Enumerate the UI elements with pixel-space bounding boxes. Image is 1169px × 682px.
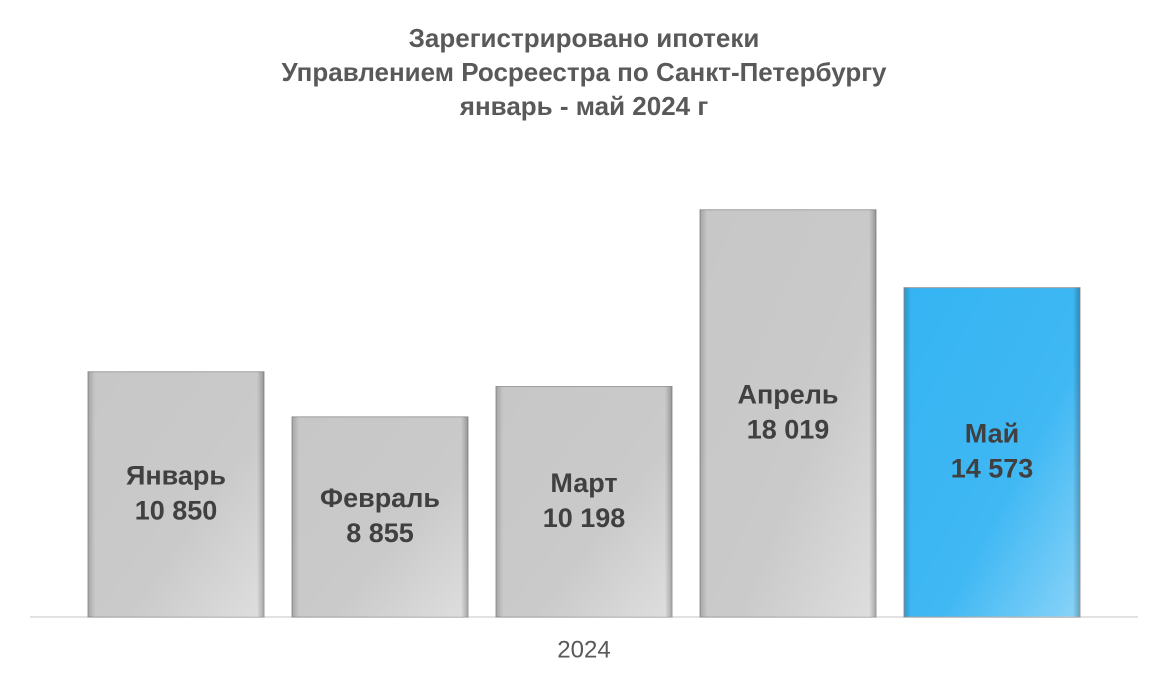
bar-edge xyxy=(292,416,468,617)
chart-title: Зарегистрировано ипотеки xyxy=(409,23,760,53)
bar-value-label: 8 855 xyxy=(346,518,414,548)
bar-value-label: 10 198 xyxy=(543,503,626,533)
bar-category-label: Февраль xyxy=(320,483,440,513)
chart-title: Управлением Росреестра по Санкт-Петербур… xyxy=(281,57,887,87)
bar-edge xyxy=(700,209,876,617)
bar-category-label: Январь xyxy=(126,461,226,491)
bar-category-label: Май xyxy=(965,418,1019,448)
bar-edge xyxy=(904,287,1080,617)
bar-value-label: 14 573 xyxy=(951,453,1034,483)
bar-edge xyxy=(88,371,264,617)
bar-category-label: Апрель xyxy=(737,380,838,410)
chart-title: январь - май 2024 г xyxy=(459,91,709,121)
bar-value-label: 18 019 xyxy=(747,415,830,445)
bar-edge xyxy=(496,386,672,617)
bar-category-label: Март xyxy=(550,468,617,498)
x-axis-label: 2024 xyxy=(557,636,610,663)
bar-value-label: 10 850 xyxy=(135,496,218,526)
